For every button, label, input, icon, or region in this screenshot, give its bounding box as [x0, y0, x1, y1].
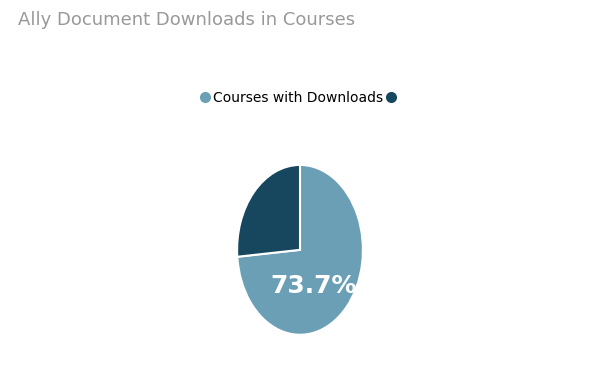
Text: 73.7%: 73.7%	[271, 273, 357, 298]
Legend: Courses with Downloads, : Courses with Downloads,	[202, 91, 398, 105]
Wedge shape	[238, 165, 363, 335]
Wedge shape	[237, 165, 300, 257]
Text: Ally Document Downloads in Courses: Ally Document Downloads in Courses	[18, 11, 355, 29]
